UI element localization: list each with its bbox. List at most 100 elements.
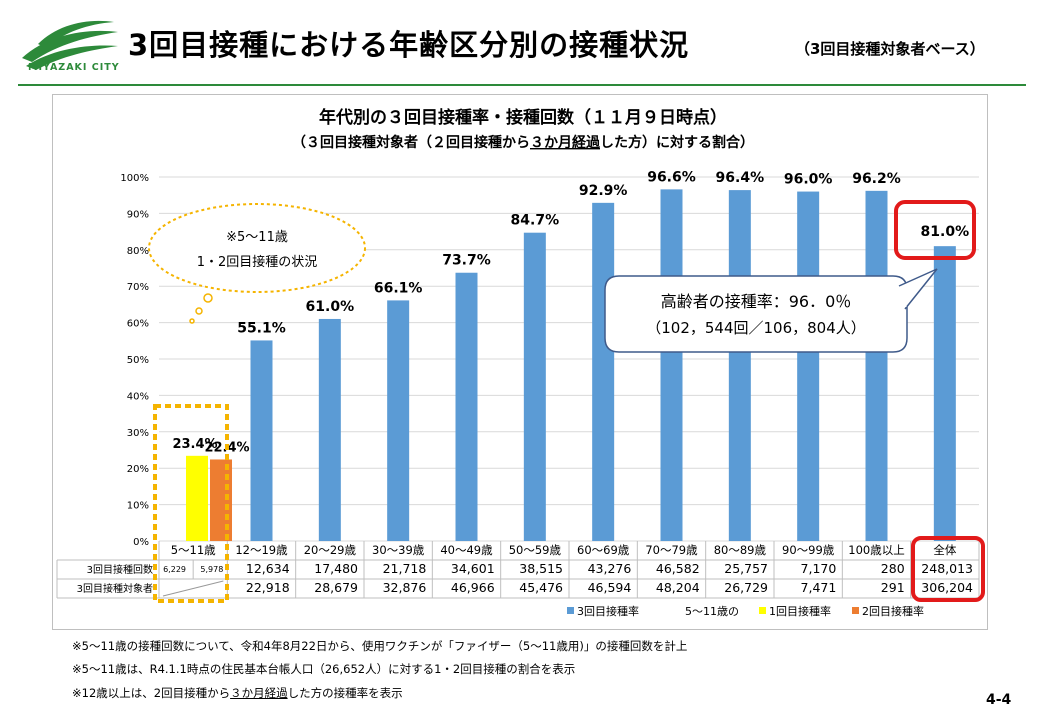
table-cell-dose1-5-11: 6,229 <box>163 565 186 574</box>
bar-dose3 <box>865 190 888 541</box>
data-label: 84.7% <box>511 213 560 229</box>
table-cell: 34,601 <box>451 561 495 576</box>
data-label: 73.7% <box>442 253 491 269</box>
footnote-3: ※12歳以上は、2回目接種から３か月経過した方の接種率を表示 <box>72 686 403 700</box>
y-tick-label: 20% <box>127 464 149 475</box>
legend-label-dose2: 2回目接種率 <box>862 604 924 618</box>
highlight-5-11 <box>153 404 229 603</box>
table-cell: 280 <box>881 561 905 576</box>
table-cell: 291 <box>881 580 905 595</box>
chart-frame: 年代別の３回目接種率・接種回数（１１月９日時点） （３回目接種対象者（２回目接種か… <box>52 94 988 630</box>
category-label: 20〜29歳 <box>304 543 357 557</box>
table-cell: 45,476 <box>519 580 563 595</box>
table-cell: 22,918 <box>246 580 290 595</box>
page-title: 3回目接種における年齢区分別の接種状況 <box>128 28 690 62</box>
page-number: 4-4 <box>986 692 1012 708</box>
callout-child-line2: 1・2回目接種の状況 <box>197 254 318 270</box>
bar-dose3 <box>387 300 410 541</box>
title-divider <box>18 84 1026 86</box>
category-label: 60〜69歳 <box>577 543 630 557</box>
table-row-label: 3回目接種対象者 <box>77 582 153 595</box>
chart-subtitle-part: （３回目接種対象者（２回目接種から <box>292 134 530 151</box>
y-tick-label: 0% <box>133 537 149 548</box>
table-cell: 46,594 <box>588 580 632 595</box>
table-cell: 12,634 <box>246 561 290 576</box>
data-label: 96.2% <box>852 171 901 187</box>
y-tick-label: 30% <box>127 428 149 439</box>
bar-dose3 <box>523 232 546 541</box>
category-label: 80〜89歳 <box>714 543 767 557</box>
bar-dose1-5-11 <box>186 455 208 541</box>
category-label: 12〜19歳 <box>235 543 288 557</box>
category-label: 40〜49歳 <box>440 543 493 557</box>
table-cell: 17,480 <box>314 561 358 576</box>
category-label: 30〜39歳 <box>372 543 425 557</box>
callout-child-line1: ※5〜11歳 <box>226 230 288 245</box>
table-cell: 26,729 <box>724 580 768 595</box>
callout-child-dot <box>189 318 195 324</box>
table-cell: 25,757 <box>724 561 768 576</box>
table-cell: 46,582 <box>656 561 700 576</box>
category-label: 全体 <box>933 543 956 557</box>
data-label: 81.0% <box>921 224 970 240</box>
data-label: 61.0% <box>306 299 355 315</box>
y-tick-label: 90% <box>127 209 149 220</box>
chart-subtitle: （３回目接種対象者（２回目接種から３か月経過した方）に対する割合） <box>292 134 754 151</box>
table-cell: 43,276 <box>588 561 632 576</box>
highlight-total-rate <box>894 200 976 260</box>
category-label: 90〜99歳 <box>782 543 835 557</box>
bar-dose3 <box>455 272 478 541</box>
data-label: 96.4% <box>716 170 765 186</box>
table-cell: 38,515 <box>519 561 563 576</box>
category-label: 100歳以上 <box>848 543 904 557</box>
bar-dose3 <box>318 318 341 541</box>
callout-child-dot <box>203 293 213 303</box>
table-cell: 7,170 <box>801 561 837 576</box>
data-label: 66.1% <box>374 280 423 296</box>
data-label: 55.1% <box>237 320 286 336</box>
table-cell: 306,204 <box>921 580 973 595</box>
footnote-1: ※5〜11歳の接種回数について、令和4年8月22日から、使用ワクチンが「ファイザ… <box>72 639 688 653</box>
legend-label-dose1: 1回目接種率 <box>769 604 831 618</box>
callout-elderly-line2: （102，544回／106，804人） <box>646 319 866 337</box>
callout-elderly-pointer <box>898 268 938 310</box>
data-label: 92.9% <box>579 183 628 199</box>
table-diagonal <box>162 580 224 597</box>
highlight-total-counts <box>911 536 985 602</box>
callout-child-dot <box>195 307 203 315</box>
chart-subtitle-part: した方）に対する割合） <box>600 134 754 151</box>
callout-elderly-box <box>604 275 908 353</box>
table-cell-dose2-5-11: 5,978 <box>200 565 223 574</box>
data-label: 23.4% <box>172 437 217 452</box>
table-cell: 21,718 <box>383 561 427 576</box>
callout-elderly-line1: 高齢者の接種率：96．0％ <box>661 292 852 311</box>
legend-swatch-dose1 <box>759 607 766 614</box>
chart-subtitle-part: ３か月経過 <box>530 134 601 151</box>
logo-text: MIYAZAKI CITY <box>28 62 120 73</box>
miyazaki-city-logo <box>22 20 118 70</box>
bar-dose3 <box>250 340 273 541</box>
page-subtitle: （3回目接種対象者ベース） <box>795 40 985 58</box>
legend-label-dose3: 3回目接種率 <box>577 604 639 618</box>
y-tick-label: 50% <box>127 355 149 366</box>
y-tick-label: 70% <box>127 282 149 293</box>
legend-prefix: 5〜11歳の <box>685 605 739 618</box>
table-cell: 28,679 <box>314 580 358 595</box>
y-tick-label: 60% <box>127 319 149 330</box>
legend-swatch-dose3 <box>567 607 574 614</box>
y-tick-label: 100% <box>120 173 149 184</box>
bar-dose3 <box>797 191 820 541</box>
category-label: 70〜79歳 <box>645 543 698 557</box>
data-label: 96.0% <box>784 172 833 188</box>
y-tick-label: 10% <box>127 501 149 512</box>
callout-child-bubble <box>148 203 366 293</box>
bar-dose3 <box>933 246 956 541</box>
y-tick-label: 80% <box>127 246 149 257</box>
vaccination-bar-chart: 年代別の３回目接種率・接種回数（１１月９日時点） （３回目接種対象者（２回目接種か… <box>56 107 985 618</box>
y-tick-label: 40% <box>127 391 149 402</box>
table-cell: 32,876 <box>383 580 427 595</box>
bar-dose3 <box>592 202 615 541</box>
table-cell: 48,204 <box>656 580 700 595</box>
chart-title: 年代別の３回目接種率・接種回数（１１月９日時点） <box>319 107 727 128</box>
table-cell: 248,013 <box>921 561 973 576</box>
